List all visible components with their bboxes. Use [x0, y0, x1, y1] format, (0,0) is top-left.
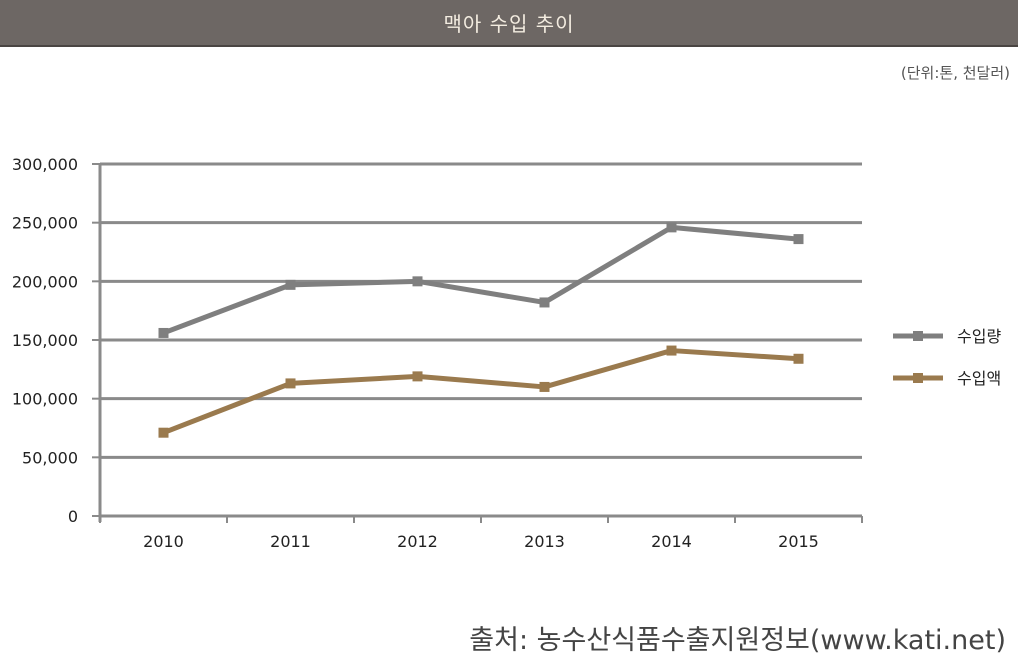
- data-point: [539, 297, 550, 308]
- y-tick-label: 0: [68, 507, 78, 526]
- data-point: [666, 345, 677, 356]
- x-tick-label: 2014: [651, 532, 692, 551]
- y-tick-label: 250,000: [12, 214, 78, 233]
- y-tick-label: 300,000: [12, 155, 78, 174]
- legend-marker: [913, 331, 923, 341]
- data-point: [793, 353, 804, 364]
- x-tick-label: 2015: [778, 532, 819, 551]
- y-tick-label: 150,000: [12, 331, 78, 350]
- data-point: [158, 327, 169, 338]
- data-point: [285, 279, 296, 290]
- title-bar: 맥아 수입 추이: [0, 0, 1018, 47]
- y-tick-label: 200,000: [12, 272, 78, 291]
- x-tick-label: 2012: [397, 532, 438, 551]
- series-line: [162, 224, 799, 336]
- source-credit: 출처: 농수산식품수출지원정보(www.kati.net): [469, 625, 1006, 656]
- data-point: [666, 222, 677, 233]
- series-group: [158, 222, 804, 438]
- series-line: [162, 348, 799, 436]
- data-point: [158, 427, 169, 438]
- data-point: [793, 234, 804, 245]
- x-tick-label: 2010: [143, 532, 184, 551]
- axes: 0 50,000 100,000 150,000 200,000 250,000 300,0…: [12, 155, 863, 551]
- y-tick-label: 50,000: [22, 448, 78, 467]
- data-point: [412, 276, 423, 287]
- grid-lines: [100, 162, 862, 459]
- data-point: [539, 381, 550, 392]
- chart-title: 맥아 수입 추이: [443, 12, 575, 36]
- unit-note: (단위:톤, 천달러): [900, 64, 1010, 82]
- y-tick-label: 100,000: [12, 390, 78, 409]
- x-tick-label: 2011: [270, 532, 311, 551]
- legend-label: 수입량: [957, 327, 1001, 346]
- x-tick-label: 2013: [524, 532, 565, 551]
- data-point: [412, 371, 423, 382]
- legend-marker: [913, 373, 923, 383]
- legend-label: 수입액: [957, 369, 1001, 388]
- data-point: [285, 378, 296, 389]
